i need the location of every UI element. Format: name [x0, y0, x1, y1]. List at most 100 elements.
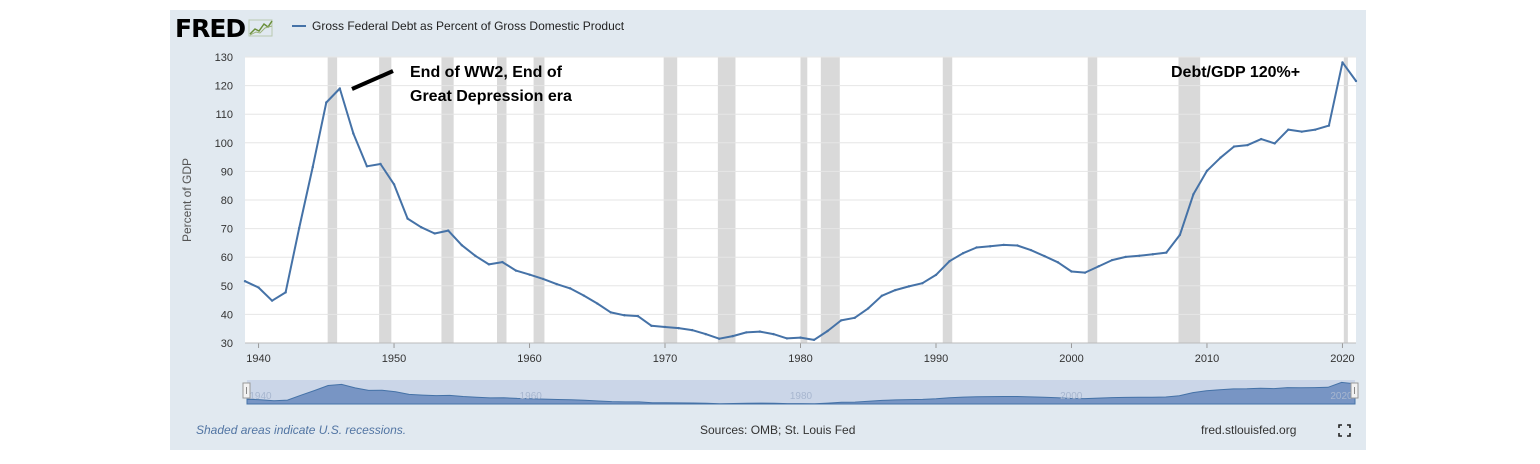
data-point — [528, 273, 531, 276]
fred-graph-icon — [248, 19, 273, 37]
legend-label: Gross Federal Debt as Percent of Gross D… — [312, 19, 625, 33]
data-point — [894, 288, 897, 292]
data-point — [1002, 243, 1005, 247]
fred-logo[interactable]: FRED — [175, 13, 274, 43]
data-point — [690, 328, 694, 332]
data-point — [961, 251, 965, 255]
data-point — [948, 260, 951, 263]
data-point — [365, 165, 369, 168]
y-tick-label: 30 — [221, 338, 233, 350]
data-point — [392, 183, 396, 186]
data-point — [338, 87, 342, 90]
data-point — [1016, 244, 1019, 247]
data-point — [907, 285, 911, 288]
data-point — [988, 245, 992, 248]
data-point — [1287, 128, 1290, 131]
source-text: Sources: OMB; St. Louis Fed — [700, 423, 856, 437]
data-point — [609, 311, 613, 314]
x-tick-label: 1940 — [246, 353, 270, 365]
y-tick-label: 100 — [215, 138, 233, 150]
data-point — [1056, 261, 1060, 264]
data-point — [1178, 233, 1182, 237]
data-point — [718, 337, 721, 340]
data-point — [474, 254, 477, 257]
navigator-series — [246, 381, 1356, 405]
data-point — [406, 217, 409, 220]
data-point — [555, 282, 558, 286]
data-point — [433, 232, 436, 235]
navigator-tick-label: 1960 — [520, 391, 543, 402]
data-point — [1043, 254, 1046, 258]
data-point — [1165, 251, 1168, 254]
x-tick-label: 2010 — [1195, 353, 1219, 365]
data-point — [1124, 255, 1127, 259]
data-point — [297, 226, 301, 230]
data-point — [1083, 271, 1087, 274]
data-point — [1151, 253, 1154, 256]
data-point — [1205, 169, 1209, 173]
fred-url-link[interactable]: fred.stlouisfed.org — [1201, 423, 1297, 437]
data-point — [1314, 128, 1317, 131]
fred-logo-text: FRED — [175, 13, 246, 43]
data-point — [745, 331, 748, 334]
data-point — [311, 165, 314, 169]
x-tick-label: 1950 — [382, 353, 406, 365]
data-point — [636, 314, 640, 318]
data-point — [1138, 254, 1141, 257]
annotation-ww2-line2: Great Depression era — [410, 88, 572, 105]
data-point — [1097, 265, 1100, 268]
data-point — [650, 324, 653, 328]
data-point — [501, 260, 504, 264]
data-point — [447, 229, 450, 232]
y-tick-label: 130 — [215, 52, 233, 64]
data-point — [839, 319, 843, 322]
x-tick-label: 1990 — [924, 353, 948, 365]
data-point — [582, 294, 585, 297]
navigator-tick-label: 2020 — [1330, 391, 1353, 402]
data-point — [921, 282, 924, 285]
data-point — [758, 330, 762, 333]
navigator-tick-label: 1940 — [249, 391, 272, 402]
data-point — [731, 334, 734, 338]
data-point — [975, 246, 978, 249]
data-point — [772, 332, 775, 336]
recession-note: Shaded areas indicate U.S. recessions. — [196, 423, 407, 437]
data-point — [514, 269, 518, 272]
data-point — [1327, 124, 1331, 127]
data-point — [1246, 143, 1249, 147]
data-point — [352, 132, 355, 135]
y-tick-label: 70 — [221, 224, 233, 236]
data-point — [596, 302, 599, 305]
data-point — [1273, 142, 1276, 145]
data-point — [257, 286, 260, 289]
data-point — [799, 336, 802, 339]
annotation-ww2: End of WW2, End of Great Depression era — [410, 61, 572, 109]
y-tick-label: 40 — [221, 309, 233, 321]
y-tick-label: 50 — [221, 281, 233, 293]
navigator-tick-label: 2000 — [1060, 391, 1083, 402]
data-point — [541, 277, 545, 281]
data-point — [1219, 156, 1222, 159]
annotation-ww2-line1: End of WW2, End of — [410, 64, 562, 81]
data-point — [826, 329, 829, 333]
legend-swatch — [292, 25, 306, 27]
y-tick-label: 120 — [215, 81, 233, 93]
fullscreen-icon[interactable] — [1338, 424, 1351, 437]
data-point — [243, 280, 247, 283]
annotation-pointer — [351, 69, 394, 91]
y-tick-label: 60 — [221, 252, 233, 264]
y-tick-label: 80 — [221, 195, 233, 207]
y-tick-label: 110 — [215, 109, 233, 121]
data-point — [623, 314, 626, 317]
data-point — [1110, 258, 1114, 262]
y-tick-label: 90 — [221, 166, 233, 178]
data-point — [880, 294, 883, 298]
data-point — [419, 225, 423, 229]
data-point — [568, 287, 572, 290]
data-point — [1300, 130, 1304, 133]
data-point — [1070, 270, 1073, 273]
data-point — [704, 332, 707, 336]
data-point — [812, 338, 816, 342]
data-point — [677, 326, 680, 330]
x-tick-label: 1980 — [788, 353, 812, 365]
